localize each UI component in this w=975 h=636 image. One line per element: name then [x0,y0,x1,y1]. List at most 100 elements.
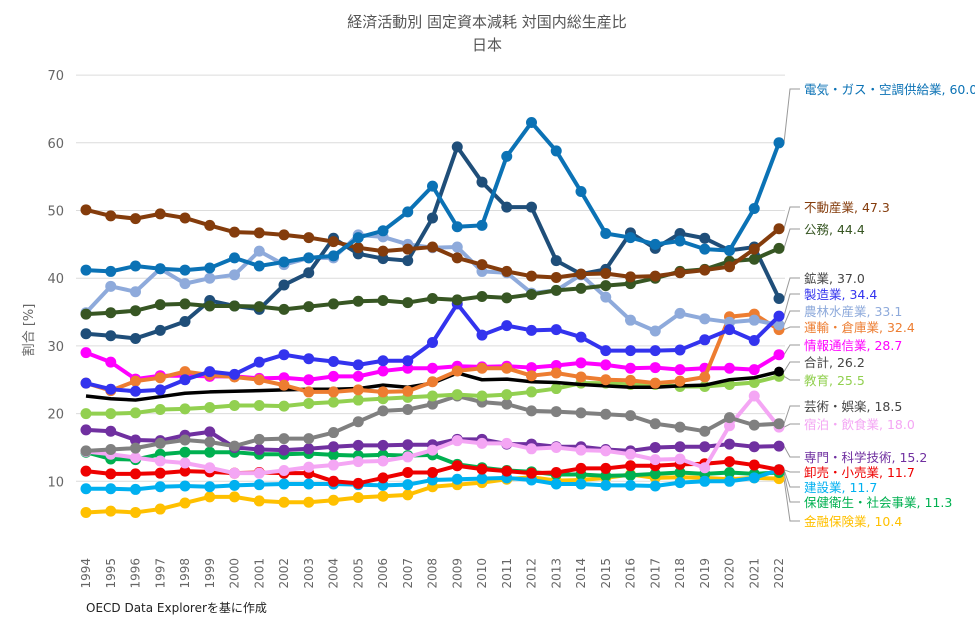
x-tick-label: 1999 [203,558,217,589]
data-point [303,461,315,473]
x-tick-label: 2006 [376,558,390,589]
data-point [377,472,389,484]
data-point [105,505,117,517]
data-point [550,272,562,284]
data-point [105,210,117,222]
data-point [649,441,661,453]
data-point [575,371,587,383]
leader-line [783,478,800,522]
data-point [699,441,711,453]
data-point [674,375,686,387]
x-tick-label: 2015 [599,558,613,589]
data-point [724,244,735,256]
data-point [352,242,364,254]
data-point [377,245,389,257]
data-point [253,433,265,445]
x-tick-label: 2021 [747,558,761,589]
series-芸術・娯楽 [80,390,785,457]
data-point [476,219,488,231]
data-point [501,150,513,162]
data-point [575,282,587,294]
data-point [105,468,117,480]
data-point [649,270,661,282]
x-tick-label: 2005 [351,558,365,589]
data-point [575,444,587,456]
data-point [451,252,463,264]
data-point [105,280,117,292]
data-point [501,201,513,213]
data-point [303,301,315,313]
data-point [699,313,711,325]
data-point [476,290,488,302]
data-point [352,359,364,371]
x-tick-label: 1994 [79,558,93,589]
data-point [105,443,117,455]
data-point [105,408,117,420]
series-label: 卸売・小売業, 11.7 [804,465,915,480]
data-point [550,367,562,379]
data-point [328,475,339,487]
series-label: 金融保険業, 10.4 [804,514,902,529]
data-point [625,410,636,422]
data-point [476,390,488,402]
data-point [674,235,686,247]
series-label: 専門・科学技術, 15.2 [804,450,927,465]
data-point [352,232,364,244]
data-point [278,433,290,445]
data-point [253,301,265,313]
data-point [526,201,537,213]
data-point [550,284,562,296]
data-point [352,416,364,428]
data-point [699,462,711,474]
data-point [427,376,438,388]
data-point [179,278,191,290]
x-tick-label: 2001 [252,558,266,589]
data-point [229,226,240,238]
data-point [674,477,686,489]
data-point [179,457,191,469]
data-point [130,286,141,298]
data-point [476,176,488,188]
series-label: 製造業, 34.4 [804,287,877,302]
data-point [625,314,636,326]
data-point [130,213,141,225]
data-point [773,464,785,476]
leader-line [783,228,800,249]
gridlines [76,74,785,482]
data-point [550,406,562,418]
data-point [179,480,191,492]
data-point [303,374,315,386]
data-point [80,483,92,495]
x-tick-label: 2022 [772,558,786,589]
data-point [402,479,414,491]
data-point [105,330,117,342]
data-point [600,479,612,491]
data-point [451,221,463,233]
data-point [748,390,760,402]
series-label: 教育, 25.5 [804,373,865,388]
data-point [427,390,438,402]
data-point [352,456,364,468]
data-point [625,374,636,386]
data-point [427,212,438,224]
data-point [154,503,166,515]
data-point [352,439,364,451]
series-label: 公務, 44.4 [804,222,865,237]
y-axis-label: 割合 [%] [21,304,37,357]
x-tick-label: 2004 [327,558,341,589]
data-point [526,288,537,300]
data-point [674,364,686,376]
data-point [600,445,612,457]
data-point [773,418,785,430]
series-labels: 電気・ガス・空調供給業, 60.0 不動産業, 47.3 公務, 44.4 鉱業, 3… [804,82,975,529]
data-point [402,243,414,255]
data-point [179,434,191,446]
data-point [402,404,414,416]
data-point [649,362,661,374]
data-point [773,223,785,235]
leader-line [783,361,800,372]
data-point [575,407,587,419]
data-point [130,305,141,317]
data-point [699,425,711,437]
data-point [748,202,760,214]
